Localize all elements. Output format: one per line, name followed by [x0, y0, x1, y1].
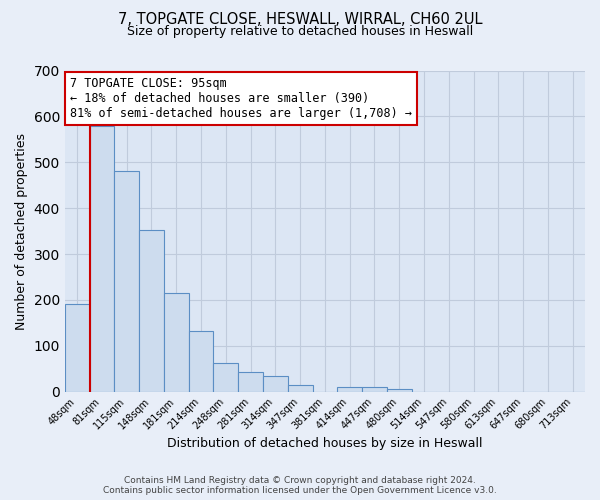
Bar [263, 376, 288, 392]
Text: 7, TOPGATE CLOSE, HESWALL, WIRRAL, CH60 2UL: 7, TOPGATE CLOSE, HESWALL, WIRRAL, CH60 … [118, 12, 482, 28]
Y-axis label: Number of detached properties: Number of detached properties [15, 132, 28, 330]
Text: Contains HM Land Registry data © Crown copyright and database right 2024.
Contai: Contains HM Land Registry data © Crown c… [103, 476, 497, 495]
Bar [238, 372, 263, 392]
X-axis label: Distribution of detached houses by size in Heswall: Distribution of detached houses by size … [167, 437, 482, 450]
Bar [89, 126, 115, 392]
Bar [115, 172, 139, 392]
Bar [337, 387, 362, 392]
Text: 7 TOPGATE CLOSE: 95sqm
← 18% of detached houses are smaller (390)
81% of semi-de: 7 TOPGATE CLOSE: 95sqm ← 18% of detached… [70, 77, 412, 120]
Bar [188, 330, 214, 392]
Bar [362, 387, 387, 392]
Bar [65, 304, 89, 392]
Bar [139, 230, 164, 392]
Bar [387, 390, 412, 392]
Text: Size of property relative to detached houses in Heswall: Size of property relative to detached ho… [127, 25, 473, 38]
Bar [214, 363, 238, 392]
Bar [288, 385, 313, 392]
Bar [164, 293, 188, 392]
